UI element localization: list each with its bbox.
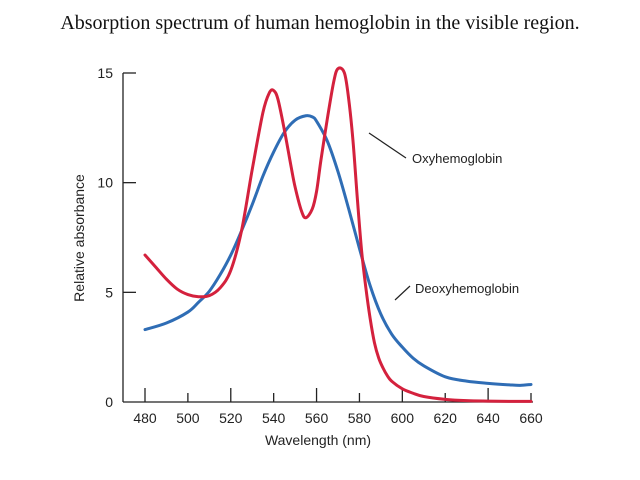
oxyhemoglobin-annotation: Oxyhemoglobin (412, 151, 502, 166)
x-tick-label: 520 (219, 410, 243, 426)
y-tick-label: 15 (97, 65, 113, 81)
x-tick-label: 660 (519, 410, 543, 426)
x-tick-label: 580 (348, 410, 372, 426)
y-axis-label: Relative absorbance (71, 174, 87, 302)
x-tick-label: 600 (391, 410, 415, 426)
oxyhemoglobin-leader (368, 132, 407, 159)
series-lines (143, 66, 533, 403)
annotations: Oxyhemoglobin Deoxyhemoglobin (368, 132, 519, 301)
x-tick-label: 540 (262, 410, 286, 426)
x-tick-label: 620 (434, 410, 458, 426)
deoxyhemoglobin-line (143, 114, 533, 387)
oxyhemoglobin-line (143, 66, 533, 403)
deoxyhemoglobin-leader (394, 285, 411, 301)
chart-title: Absorption spectrum of human hemoglobin … (60, 12, 580, 34)
x-axis-label: Wavelength (nm) (265, 432, 371, 448)
y-tick-label: 0 (105, 394, 113, 410)
deoxyhemoglobin-annotation: Deoxyhemoglobin (415, 281, 519, 296)
x-tick-label: 640 (476, 410, 500, 426)
x-tick-label: 480 (133, 410, 157, 426)
x-tick-label: 500 (176, 410, 200, 426)
x-tick-label: 560 (305, 410, 329, 426)
y-tick-label: 5 (105, 284, 113, 300)
y-tick-label: 10 (97, 175, 113, 191)
axes: 0 5 10 15 480 500 520 540 560 580 600 620 640 660 (97, 65, 542, 426)
